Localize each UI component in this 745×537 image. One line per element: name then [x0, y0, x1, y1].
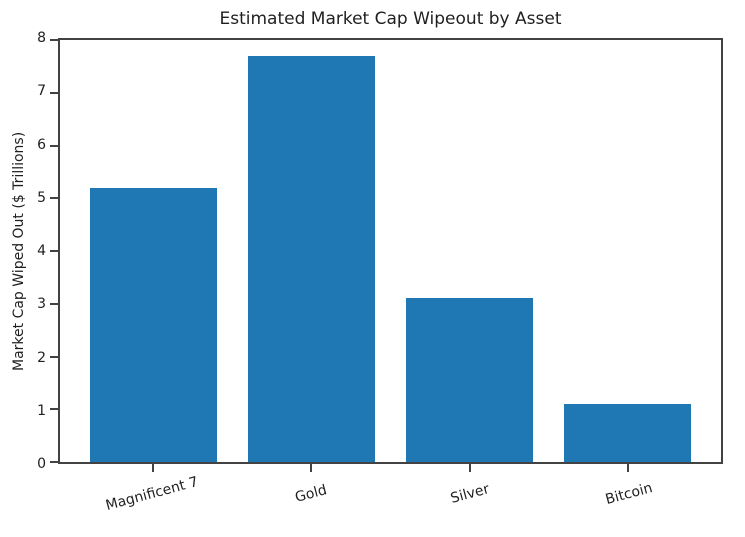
y-tick-label: 0 — [37, 456, 46, 472]
x-tick-mark — [468, 464, 471, 472]
y-tick-mark — [50, 461, 58, 463]
bar-silver — [406, 298, 533, 462]
x-axis-labels: Magnificent 7 Gold Silver Bitcoin — [58, 470, 723, 532]
y-tick-label: 2 — [37, 349, 46, 366]
y-tick-mark — [50, 302, 58, 305]
y-axis-label: Market Cap Wiped Out ($ Trillions) — [11, 131, 27, 371]
bar-bitcoin — [564, 403, 691, 462]
y-tick-mark — [50, 355, 58, 358]
y-tick-mark — [50, 250, 58, 252]
x-tick-mark — [152, 464, 155, 472]
chart-title: Estimated Market Cap Wipeout by Asset — [219, 9, 562, 29]
y-tick-label: 6 — [37, 136, 46, 153]
y-tick-mark — [50, 39, 58, 41]
y-tick-label: 3 — [37, 296, 46, 313]
y-tick-label: 4 — [37, 243, 46, 259]
bar-gold — [248, 55, 375, 462]
y-tick-label: 5 — [37, 189, 46, 206]
x-tick-mark — [310, 464, 313, 472]
x-tick-label: Magnificent 7 — [103, 473, 200, 515]
x-tick-label: Bitcoin — [603, 480, 655, 508]
y-tick-mark — [50, 144, 58, 147]
y-tick-label: 7 — [37, 83, 46, 100]
y-tick-mark — [50, 197, 58, 200]
y-tick-mark — [50, 91, 58, 94]
x-tick-label: Silver — [448, 481, 492, 507]
bar-magnificent-7 — [90, 187, 217, 462]
x-tick-label: Gold — [293, 482, 329, 506]
plot-area — [50, 38, 723, 472]
y-tick-label: 1 — [37, 402, 46, 419]
y-tick-label: 8 — [37, 30, 46, 46]
y-tick-mark — [50, 408, 58, 411]
x-tick-mark — [626, 464, 629, 472]
